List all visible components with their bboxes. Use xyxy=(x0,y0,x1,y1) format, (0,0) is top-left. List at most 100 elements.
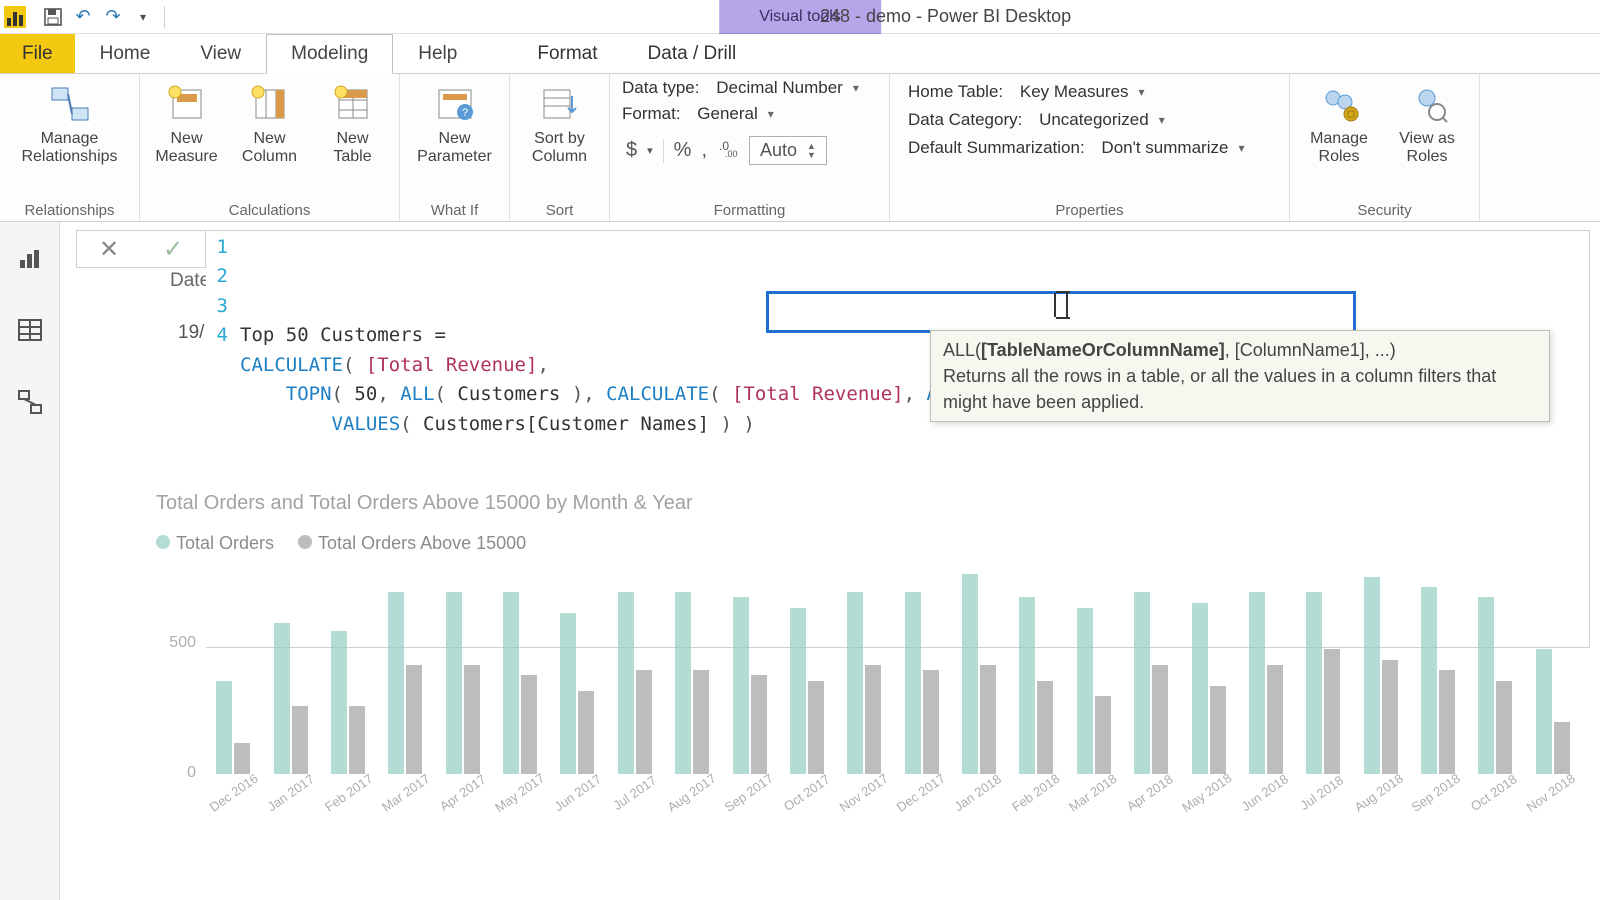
new-parameter-button[interactable]: ? New Parameter xyxy=(408,78,501,171)
tab-modeling[interactable]: Modeling xyxy=(266,34,393,74)
new-column-button[interactable]: New Column xyxy=(231,78,308,171)
group-label-security: Security xyxy=(1298,200,1471,219)
format-dropdown[interactable]: Format: General xyxy=(622,104,877,124)
percent-button[interactable]: % xyxy=(674,139,692,162)
save-icon[interactable] xyxy=(40,4,66,30)
view-rail xyxy=(0,222,60,900)
report-canvas: Date 19/ ✕ ✓ 1234 Top 50 Customers = CAL… xyxy=(60,222,1600,900)
fn-values: VALUES xyxy=(332,413,401,435)
sort-label: Sort by Column xyxy=(532,130,587,167)
ribbon: Manage Relationships Relationships New M… xyxy=(0,74,1600,222)
tab-view[interactable]: View xyxy=(175,34,266,73)
decimal-auto-value: Auto xyxy=(760,140,797,161)
svg-text:.00: .00 xyxy=(725,149,738,158)
data-view-icon[interactable] xyxy=(12,312,48,348)
format-value: General xyxy=(697,104,757,124)
x-axis: Dec 2016Jan 2017Feb 2017Mar 2017Apr 2017… xyxy=(206,795,1580,810)
group-label-whatif: What If xyxy=(408,200,501,219)
legend-series-1: Total Orders xyxy=(176,533,274,553)
sort-by-column-button[interactable]: Sort by Column xyxy=(518,78,601,171)
currency-button[interactable]: $ xyxy=(626,139,637,162)
tab-data-drill[interactable]: Data / Drill xyxy=(623,34,762,73)
undo-icon[interactable]: ↶ xyxy=(70,4,96,30)
summarization-dropdown[interactable]: Default Summarization: Don't summarize xyxy=(908,138,1244,158)
sort-icon xyxy=(538,82,582,126)
formula-cancel-icon[interactable]: ✕ xyxy=(99,235,119,264)
datatype-value: Decimal Number xyxy=(716,78,843,98)
thousands-button[interactable]: , xyxy=(701,139,707,162)
fn-calculate: CALCULATE xyxy=(240,354,343,376)
decimals-button[interactable]: .0.00 xyxy=(717,138,739,164)
y-axis: 5000 xyxy=(156,574,202,774)
redo-icon[interactable]: ↷ xyxy=(100,4,126,30)
column-customer-names: Customers[Customer Names] xyxy=(423,413,709,435)
formula-controls: ✕ ✓ xyxy=(76,230,206,268)
summarization-label: Default Summarization: xyxy=(908,138,1085,158)
svg-text:?: ? xyxy=(461,107,467,119)
text-cursor-icon xyxy=(1054,293,1068,317)
intellisense-tooltip: ALL([TableNameOrColumnName], [ColumnName… xyxy=(930,330,1550,422)
parameter-icon: ? xyxy=(433,82,477,126)
datatype-dropdown[interactable]: Data type: Decimal Number xyxy=(622,78,877,98)
table-customers: Customers xyxy=(457,383,560,405)
view-roles-icon xyxy=(1405,82,1449,126)
new-parameter-label: New Parameter xyxy=(417,130,492,167)
group-label-calculations: Calculations xyxy=(148,200,391,219)
topn-count: 50 xyxy=(354,383,377,405)
manage-relationships-label: Manage Relationships xyxy=(21,130,117,167)
app-logo xyxy=(4,6,26,28)
formula-line-1: Top 50 Customers = xyxy=(240,324,446,346)
home-table-label: Home Table: xyxy=(908,82,1003,102)
measure-total-revenue: [Total Revenue] xyxy=(366,354,538,376)
tab-format[interactable]: Format xyxy=(512,34,622,73)
home-table-dropdown[interactable]: Home Table: Key Measures xyxy=(908,82,1244,102)
fn-calculate-2: CALCULATE xyxy=(606,383,709,405)
bars-container xyxy=(206,574,1580,774)
intellisense-description: Returns all the rows in a table, or all … xyxy=(943,363,1537,415)
title-bar: ↶ ↷ ▾ Visual tools 248 - demo - Power BI… xyxy=(0,0,1600,34)
new-column-label: New Column xyxy=(242,130,297,167)
tab-home[interactable]: Home xyxy=(75,34,176,73)
measure-icon xyxy=(165,82,209,126)
relationships-icon xyxy=(48,82,92,126)
data-category-value: Uncategorized xyxy=(1039,110,1149,130)
view-as-roles-button[interactable]: View as Roles xyxy=(1386,78,1468,171)
summarization-value: Don't summarize xyxy=(1101,138,1228,158)
column-icon xyxy=(248,82,292,126)
chart-legend: Total Orders Total Orders Above 15000 xyxy=(156,533,1580,554)
document-title: 248 - demo - Power BI Desktop xyxy=(820,6,1071,27)
manage-relationships-button[interactable]: Manage Relationships xyxy=(8,78,131,171)
new-table-label: New Table xyxy=(333,130,371,167)
legend-series-2: Total Orders Above 15000 xyxy=(318,533,526,553)
menu-bar: File Home View Modeling Help Format Data… xyxy=(0,34,1600,74)
chart-visual[interactable]: Total Orders and Total Orders Above 1500… xyxy=(156,492,1580,890)
tab-file[interactable]: File xyxy=(0,34,75,73)
manage-roles-icon xyxy=(1317,82,1361,126)
new-table-button[interactable]: New Table xyxy=(314,78,391,171)
home-table-value: Key Measures xyxy=(1020,82,1129,102)
manage-roles-button[interactable]: Manage Roles xyxy=(1298,78,1380,171)
format-label: Format: xyxy=(622,104,681,124)
group-label-formatting: Formatting xyxy=(618,200,881,219)
group-label-sort: Sort xyxy=(518,200,601,219)
fn-all-1: ALL xyxy=(400,383,434,405)
model-view-icon[interactable] xyxy=(12,384,48,420)
chart-title: Total Orders and Total Orders Above 1500… xyxy=(156,492,1580,515)
measure-total-revenue-2: [Total Revenue] xyxy=(732,383,904,405)
data-category-dropdown[interactable]: Data Category: Uncategorized xyxy=(908,110,1244,130)
new-measure-button[interactable]: New Measure xyxy=(148,78,225,171)
datatype-label: Data type: xyxy=(622,78,700,98)
table-icon xyxy=(331,82,375,126)
group-label-relationships: Relationships xyxy=(8,200,131,219)
decimal-places-input[interactable]: Auto ▲▼ xyxy=(749,136,827,165)
formula-commit-icon[interactable]: ✓ xyxy=(163,235,183,264)
chart-plot: 5000 Dec 2016Jan 2017Feb 2017Mar 2017Apr… xyxy=(156,574,1580,804)
quick-access-toolbar: ↶ ↷ ▾ xyxy=(40,4,169,30)
qat-dropdown-icon[interactable]: ▾ xyxy=(130,4,156,30)
group-label-properties: Properties xyxy=(898,200,1281,219)
manage-roles-label: Manage Roles xyxy=(1310,130,1368,167)
report-view-icon[interactable] xyxy=(12,240,48,276)
tab-help[interactable]: Help xyxy=(393,34,482,73)
view-as-roles-label: View as Roles xyxy=(1399,130,1455,167)
intellisense-signature: ALL([TableNameOrColumnName], [ColumnName… xyxy=(943,337,1537,363)
